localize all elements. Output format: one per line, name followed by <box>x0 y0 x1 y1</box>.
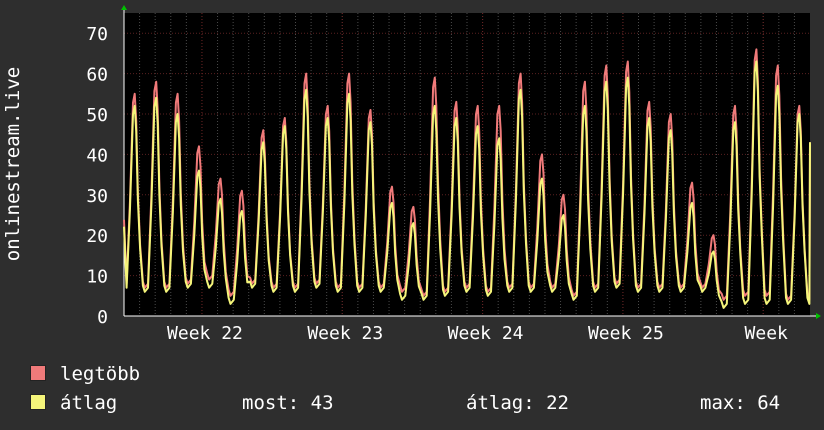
legend-item-avg: átlag <box>30 392 117 414</box>
stat-average: átlag: 22 <box>466 392 569 414</box>
legend-swatch-avg <box>30 394 46 410</box>
stat-current: most: 43 <box>242 392 334 414</box>
series-lines <box>123 48 811 309</box>
y-tick-labels: 0 10 20 30 40 50 60 70 <box>86 24 108 328</box>
y-axis-arrow <box>121 5 127 10</box>
y-tick-label: 70 <box>86 24 108 45</box>
x-tick-labels: Week 22 Week 23 Week 24 Week 25 Week <box>167 323 788 344</box>
y-tick-label: 30 <box>86 186 108 207</box>
series-line-avg <box>123 60 811 309</box>
legend-swatch-max <box>30 365 46 381</box>
y-tick-label: 20 <box>86 226 108 247</box>
x-tick-label: Week 23 <box>307 323 383 344</box>
stat-maximum: max: 64 <box>700 392 781 414</box>
y-tick-label: 60 <box>86 65 108 86</box>
x-tick-label: Week 25 <box>588 323 664 344</box>
y-tick-label: 50 <box>86 105 108 126</box>
axes <box>121 5 821 319</box>
x-tick-label: Week 22 <box>167 323 243 344</box>
legend-label-avg: átlag <box>60 392 118 414</box>
y-axis-label: onlinestream.live <box>2 67 24 261</box>
y-tick-label: 10 <box>86 267 108 288</box>
y-tick-label: 40 <box>86 145 108 166</box>
legend-label-max: legtöbb <box>60 363 141 385</box>
y-tick-label: 0 <box>97 307 108 328</box>
legend-item-max: legtöbb <box>30 363 140 385</box>
x-axis-arrow <box>816 313 821 319</box>
x-tick-label: Week <box>745 323 789 344</box>
x-tick-label: Week 24 <box>448 323 524 344</box>
